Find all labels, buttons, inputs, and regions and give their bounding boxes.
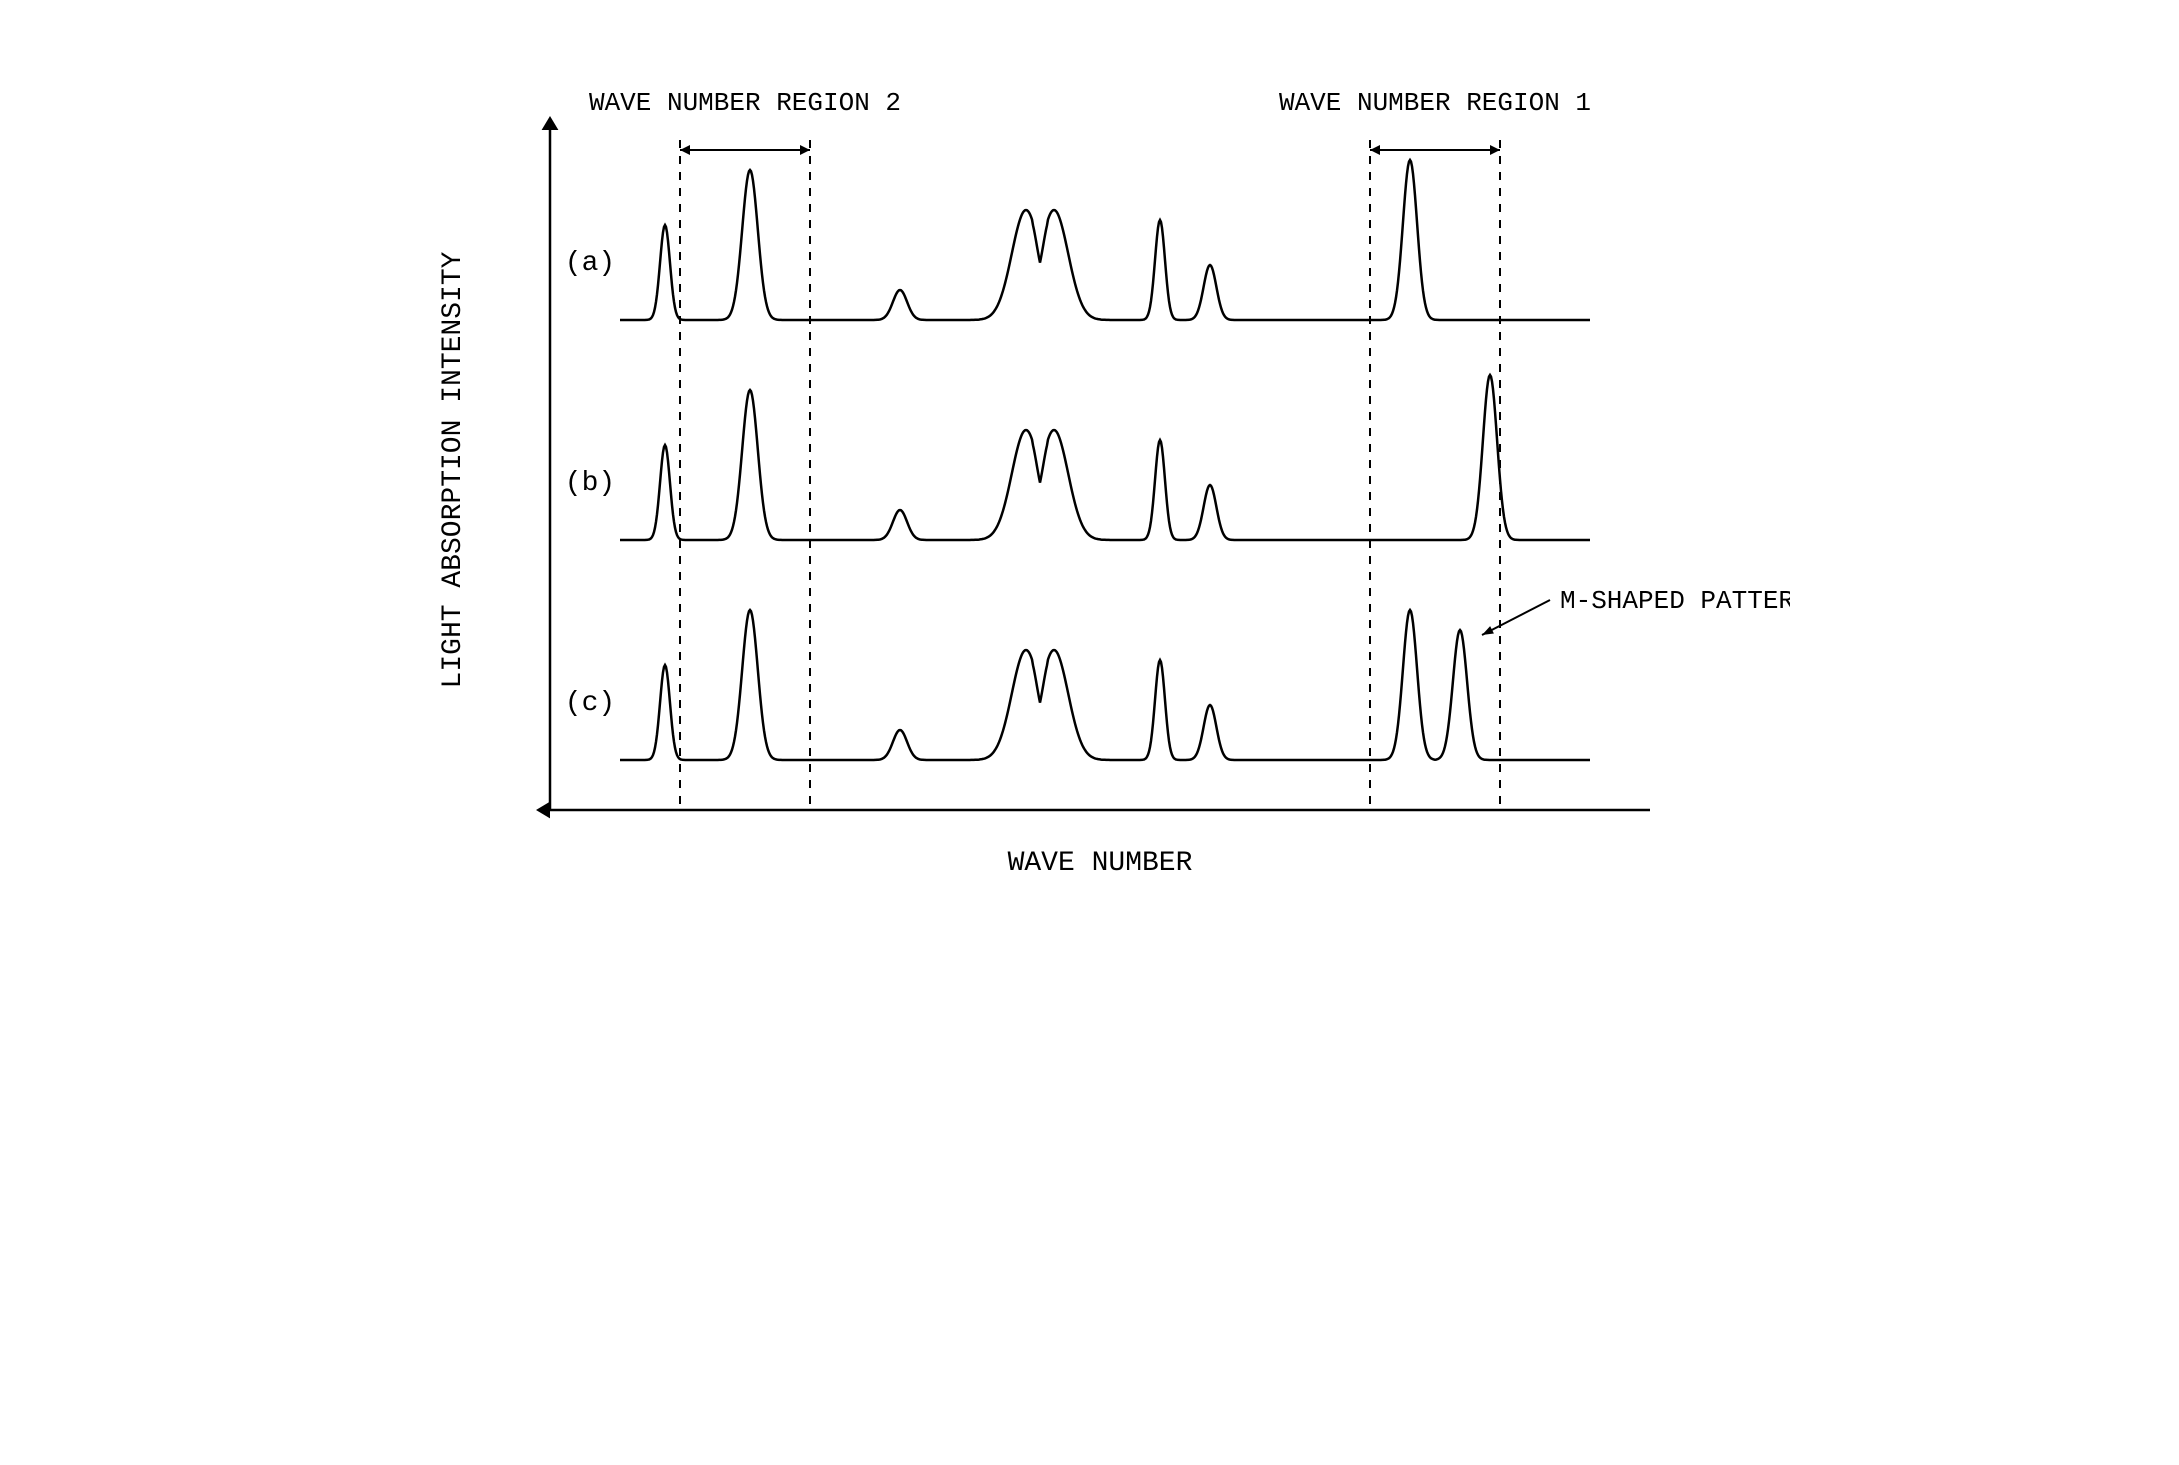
spectrum-c — [620, 610, 1590, 760]
y-axis-label: LIGHT ABSORPTION INTENSITY — [438, 251, 469, 688]
region-2-label: WAVE NUMBER REGION 2 — [588, 88, 900, 118]
chart-svg: LIGHT ABSORPTION INTENSITY WAVE NUMBER WAV… — [390, 40, 1790, 940]
spectrum-a — [620, 160, 1590, 320]
spectra-figure: LIGHT ABSORPTION INTENSITY WAVE NUMBER WAV… — [390, 40, 1790, 940]
row-label-c: (c) — [564, 688, 614, 719]
spectrum-b — [620, 375, 1590, 540]
row-label-b: (b) — [564, 468, 614, 499]
region-1-label: WAVE NUMBER REGION 1 — [1278, 88, 1590, 118]
annotation-m-shaped: M-SHAPED PATTERN — [1560, 586, 1790, 616]
row-label-a: (a) — [564, 248, 614, 279]
x-axis-label: WAVE NUMBER — [1007, 848, 1192, 879]
